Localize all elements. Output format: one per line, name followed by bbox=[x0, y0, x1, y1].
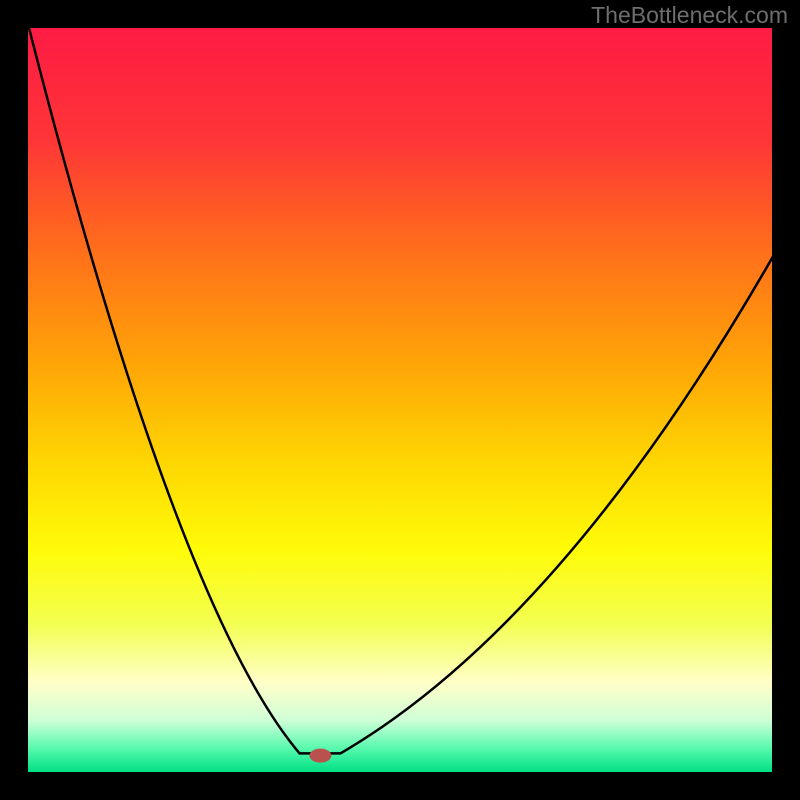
optimal-point-marker bbox=[309, 749, 331, 763]
bottleneck-chart bbox=[0, 0, 800, 800]
chart-container: TheBottleneck.com bbox=[0, 0, 800, 800]
watermark-text: TheBottleneck.com bbox=[591, 2, 788, 29]
plot-background bbox=[28, 28, 772, 772]
